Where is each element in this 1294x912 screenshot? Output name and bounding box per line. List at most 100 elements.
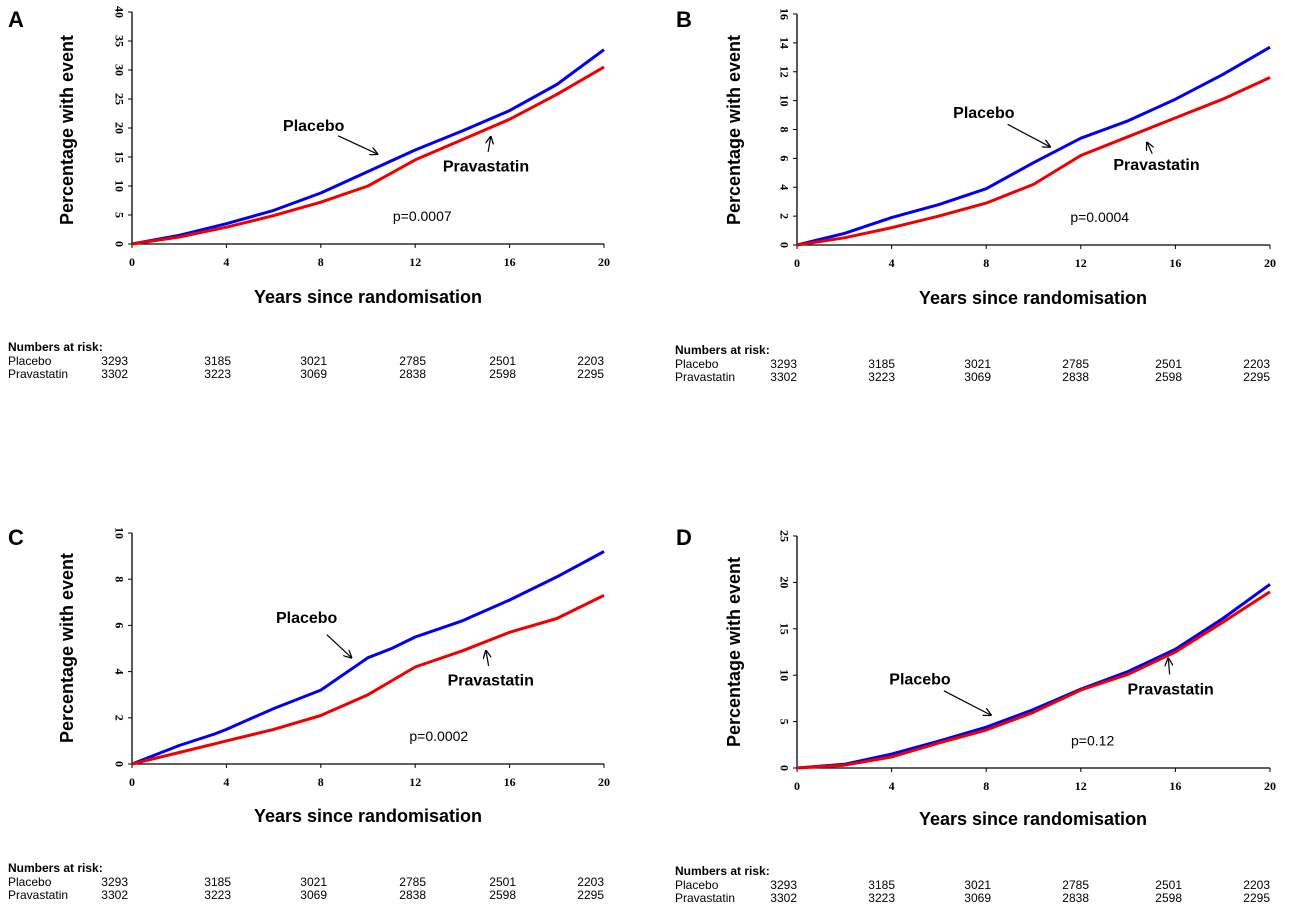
y-tick-label: 0 [777, 242, 791, 248]
annotation-pravastatin: Pravastatin [443, 159, 529, 176]
y-tick-label: 8 [112, 576, 126, 582]
series-line-pravastatin [131, 65, 605, 246]
risk-cell: 3223 [204, 367, 231, 381]
panel-b: B 0 2 4 6 8 10 12 14 16 0 4 8 12 16 20 Percentage with e… [675, 7, 1276, 384]
x-tick-label: 12 [409, 775, 421, 789]
risk-cell: 2598 [489, 367, 516, 381]
p-value: p=0.0002 [409, 728, 468, 744]
y-tick-label: 10 [777, 95, 791, 107]
y-axis-title: Percentage with event [57, 35, 77, 225]
annotation-arrow [1168, 658, 1169, 675]
annotation-arrow [486, 651, 489, 666]
series-line-placebo [796, 45, 1271, 247]
x-tick-label: 0 [794, 779, 800, 793]
series-line-pravastatin [131, 594, 605, 766]
x-tick-label: 4 [223, 255, 229, 269]
panel-letter: B [676, 7, 692, 32]
risk-cell: 3069 [964, 891, 991, 905]
y-tick-label: 5 [777, 719, 791, 725]
y-tick-label: 10 [777, 669, 791, 681]
risk-cell: 2598 [489, 888, 516, 902]
risk-cell: 2838 [1062, 370, 1089, 384]
y-tick-label: 15 [112, 151, 126, 163]
annotation-placebo: Placebo [283, 118, 345, 135]
risk-cell: 2838 [399, 367, 426, 381]
risk-table-title: Numbers at risk: [8, 861, 103, 875]
risk-table-title: Numbers at risk: [675, 864, 770, 878]
y-tick-label: 8 [777, 127, 791, 133]
series-line-placebo [131, 550, 605, 766]
x-tick-label: 8 [318, 255, 324, 269]
x-axis-title: Years since randomisation [919, 809, 1147, 829]
x-tick-label: 0 [794, 256, 800, 270]
x-tick-label: 20 [1264, 256, 1276, 270]
annotation-placebo: Placebo [889, 671, 951, 688]
x-tick-label: 16 [504, 775, 516, 789]
risk-cell: 3185 [868, 357, 895, 371]
annotation-pravastatin: Pravastatin [448, 672, 534, 689]
y-tick-label: 14 [777, 37, 791, 49]
risk-row-label: Pravastatin [8, 888, 68, 902]
risk-cell: 3223 [204, 888, 231, 902]
x-axis-title: Years since randomisation [254, 287, 482, 307]
risk-row-label: Placebo [675, 357, 719, 371]
panel-d: D 0 5 10 15 20 25 0 4 8 12 16 20 Percentage with even… [675, 525, 1276, 905]
x-axis-title: Years since randomisation [919, 288, 1147, 308]
risk-cell: 2838 [399, 888, 426, 902]
risk-cell: 2295 [1243, 891, 1270, 905]
y-tick-label: 0 [777, 765, 791, 771]
y-axis-title: Percentage with event [724, 35, 744, 225]
risk-cell: 2295 [1243, 370, 1270, 384]
annotation-arrow [1007, 123, 1050, 146]
y-tick-label: 2 [112, 715, 126, 721]
x-tick-label: 4 [223, 775, 229, 789]
y-tick-label: 15 [777, 623, 791, 635]
y-tick-label: 10 [112, 180, 126, 192]
y-tick-label: 30 [112, 64, 126, 76]
y-tick-label: 5 [112, 212, 126, 218]
risk-cell: 3293 [101, 354, 128, 368]
risk-cell: 2501 [489, 875, 516, 889]
risk-cell: 2501 [489, 354, 516, 368]
y-tick-label: 12 [777, 66, 791, 78]
x-tick-label: 20 [1264, 779, 1276, 793]
risk-cell: 3223 [868, 370, 895, 384]
risk-table-title: Numbers at risk: [8, 340, 103, 354]
risk-cell: 2598 [1155, 891, 1182, 905]
y-tick-label: 0 [112, 761, 126, 767]
y-tick-label: 20 [112, 122, 126, 134]
x-tick-label: 16 [1169, 256, 1181, 270]
risk-row-label: Placebo [8, 875, 52, 889]
risk-cell: 2785 [1062, 878, 1089, 892]
series-line-pravastatin [796, 76, 1271, 247]
risk-cell: 3293 [770, 357, 797, 371]
y-tick-label: 40 [112, 6, 126, 18]
y-tick-label: 6 [112, 622, 126, 628]
annotation-arrow [326, 634, 352, 658]
risk-cell: 3223 [868, 891, 895, 905]
risk-cell: 2295 [577, 888, 604, 902]
y-tick-label: 2 [777, 213, 791, 219]
risk-cell: 3021 [964, 878, 991, 892]
risk-row-label: Pravastatin [8, 367, 68, 381]
risk-cell: 3302 [101, 367, 128, 381]
annotation-arrow [488, 137, 491, 152]
risk-row-label: Pravastatin [675, 891, 735, 905]
series-line-placebo [131, 48, 605, 246]
risk-cell: 3021 [300, 875, 327, 889]
annotation-arrow [337, 135, 377, 154]
risk-cell: 3185 [868, 878, 895, 892]
y-tick-label: 16 [777, 8, 791, 20]
risk-cell: 2785 [1062, 357, 1089, 371]
risk-cell: 3302 [101, 888, 128, 902]
x-tick-label: 8 [983, 779, 989, 793]
x-tick-label: 12 [409, 255, 421, 269]
x-tick-label: 4 [889, 256, 895, 270]
risk-cell: 2501 [1155, 878, 1182, 892]
y-axis-title: Percentage with event [724, 557, 744, 747]
panel-letter: C [8, 525, 24, 550]
x-tick-label: 8 [318, 775, 324, 789]
series-line-pravastatin [796, 590, 1271, 770]
x-tick-label: 0 [129, 775, 135, 789]
x-tick-label: 16 [1169, 779, 1181, 793]
